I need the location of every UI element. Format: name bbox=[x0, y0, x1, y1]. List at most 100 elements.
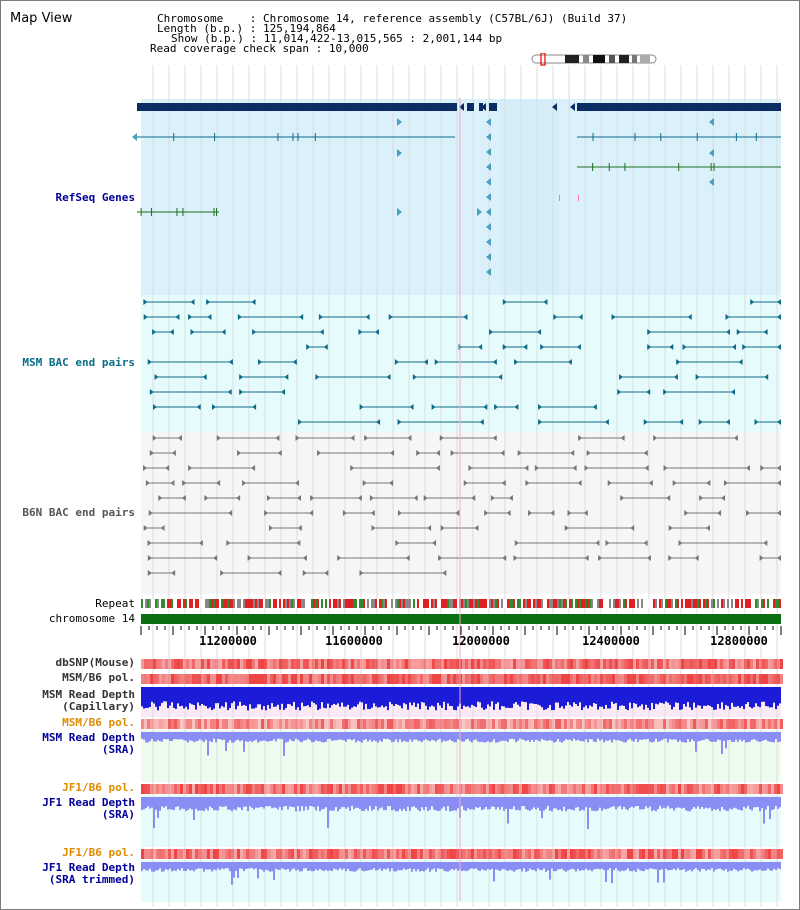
msm-pol2-cell bbox=[675, 719, 678, 729]
jf1-depth-sra-bar bbox=[649, 797, 651, 807]
jf1-depth-sra-bar bbox=[615, 797, 617, 810]
msm-pol-cell bbox=[528, 674, 531, 684]
repeat-block bbox=[143, 599, 145, 608]
repeat-block bbox=[743, 599, 745, 608]
b6n-bac-pair-end bbox=[438, 555, 443, 561]
msm-pol2-cell bbox=[345, 719, 348, 729]
msm-pol2-cell bbox=[264, 719, 267, 729]
msm-pol-cell bbox=[504, 674, 507, 684]
jf1-depth-sra-bar bbox=[287, 797, 289, 810]
msm-bac-pair-end bbox=[523, 344, 528, 350]
msm-depth-sra-bar bbox=[775, 732, 777, 739]
msm-bac-pair-end bbox=[567, 359, 572, 365]
msm-bac-pair-end bbox=[777, 314, 781, 320]
b6n-bac-pair-end bbox=[760, 465, 765, 471]
msm-depth-cap-bar bbox=[279, 687, 281, 710]
b6n-bac-pair-end bbox=[275, 435, 280, 441]
jf1-depth-sra-bar bbox=[289, 797, 291, 807]
msm-depth-sra-bar bbox=[521, 732, 523, 740]
jf1-pol2-cell bbox=[606, 849, 609, 859]
msm-depth-cap-bar bbox=[291, 687, 293, 706]
msm-pol2-cell bbox=[687, 719, 690, 729]
repeat-block bbox=[283, 599, 285, 608]
repeat-block bbox=[613, 599, 615, 608]
jf1-depth-sra-bar bbox=[237, 797, 239, 808]
msm-bac-pair-end bbox=[423, 359, 428, 365]
repeat-block bbox=[411, 599, 413, 608]
msm-pol-cell bbox=[645, 674, 648, 684]
jf1-depth-sra-bar bbox=[759, 797, 761, 812]
jf1-pol-cell bbox=[384, 784, 387, 794]
msm-depth-sra-bar bbox=[325, 732, 327, 742]
dbsnp-cell bbox=[651, 659, 654, 669]
jf1-pol-cell bbox=[168, 784, 171, 794]
msm-pol-cell bbox=[153, 674, 156, 684]
jf1-pol2-cell bbox=[663, 849, 666, 859]
msm-depth-sra-bar bbox=[499, 732, 501, 742]
jf1-pol2-cell bbox=[633, 849, 636, 859]
jf1-pol2-cell bbox=[705, 849, 708, 859]
jf1-depth-trim-bar bbox=[345, 862, 347, 872]
jf1-depth-sra-bar bbox=[657, 797, 659, 810]
msm-bac-pair-end bbox=[319, 329, 324, 335]
chromosome-ideogram[interactable] bbox=[531, 53, 659, 67]
jf1-depth-sra-bar bbox=[153, 797, 155, 829]
msm-bac-pair-end bbox=[732, 344, 737, 350]
msm-pol2-cell bbox=[645, 719, 648, 729]
jf1-depth-sra-bar bbox=[531, 797, 533, 810]
msm-bac-pair-end bbox=[619, 374, 624, 380]
msm-pol2-cell bbox=[321, 719, 324, 729]
msm-depth-sra-bar bbox=[343, 732, 345, 741]
jf1-pol-cell bbox=[282, 784, 285, 794]
jf1-depth-sra-bar bbox=[301, 797, 303, 807]
dbsnp-cell bbox=[390, 659, 393, 669]
repeat-block bbox=[351, 599, 353, 608]
msm-depth-cap-bar bbox=[233, 687, 235, 702]
msm-depth-cap-bar bbox=[613, 687, 615, 704]
msm-pol2-cell bbox=[279, 719, 282, 729]
dbsnp-cell bbox=[588, 659, 591, 669]
msm-pol2-cell bbox=[681, 719, 684, 729]
jf1-pol2-cell bbox=[597, 849, 600, 859]
b6n-bac-pair-end bbox=[584, 555, 589, 561]
ideogram-position-marker[interactable] bbox=[540, 53, 546, 66]
jf1-pol2-cell bbox=[747, 849, 750, 859]
jf1-depth-trim-bar bbox=[367, 862, 369, 871]
dbsnp-cell bbox=[432, 659, 435, 669]
msm-pol2-cell bbox=[333, 719, 336, 729]
dbsnp-cell bbox=[165, 659, 168, 669]
jf1-pol-cell bbox=[495, 784, 498, 794]
jf1-depth-sra-bar bbox=[189, 797, 191, 809]
jf1-pol2-cell bbox=[657, 849, 660, 859]
msm-depth-sra-bar bbox=[379, 732, 381, 741]
show-value: 11,014,422-13,015,565 : 2,001,144 bp bbox=[263, 32, 503, 45]
msm-depth-sra-bar bbox=[759, 732, 761, 742]
msm-pol-cell bbox=[273, 674, 276, 684]
jf1-depth-trim-bar bbox=[601, 862, 603, 869]
jf1-depth-sra-bar bbox=[393, 797, 395, 810]
jf1-pol2-cell bbox=[573, 849, 576, 859]
jf1-depth-sra-bar bbox=[725, 797, 727, 811]
msm-pol-cell bbox=[168, 674, 171, 684]
msm-pol-cell bbox=[633, 674, 636, 684]
repeat-block bbox=[665, 599, 667, 608]
repeat-block bbox=[437, 599, 439, 608]
msm-depth-cap-bar bbox=[505, 687, 507, 708]
jf1-depth-trim-bar bbox=[585, 862, 587, 869]
msm-depth-sra-bar bbox=[171, 732, 173, 742]
msm-pol2-cell bbox=[381, 719, 384, 729]
msm-depth-cap-bar bbox=[187, 687, 189, 710]
jf1-pol-cell bbox=[381, 784, 384, 794]
msm-depth-cap-bar bbox=[663, 687, 665, 704]
dbsnp-cell bbox=[216, 659, 219, 669]
jf1-pol-cell bbox=[423, 784, 426, 794]
jf1-depth-sra-bar bbox=[223, 797, 225, 807]
msm-depth-cap-bar bbox=[457, 687, 459, 707]
msm-depth-cap-bar bbox=[511, 687, 513, 708]
dbsnp-cell bbox=[627, 659, 630, 669]
jf1-depth-trim-bar bbox=[195, 862, 197, 870]
repeat-block bbox=[651, 599, 653, 608]
repeat-block bbox=[161, 599, 163, 608]
msm-depth-sra-bar bbox=[421, 732, 423, 743]
jf1-depth-sra-bar bbox=[631, 797, 633, 807]
